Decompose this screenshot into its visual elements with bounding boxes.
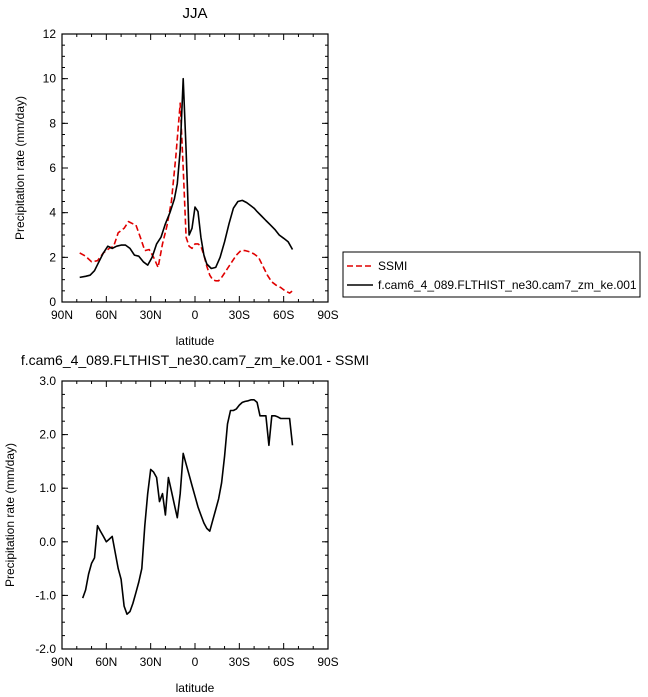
x-tick-label: 90S	[317, 308, 338, 322]
x-tick-label: 30N	[140, 655, 162, 669]
legend-label-model: f.cam6_4_089.FLTHIST_ne30.cam7_zm_ke.001	[378, 278, 637, 292]
series-line-f-cam6-4-089-flthist-ne30-cam7-zm-ke-001	[79, 77, 294, 279]
x-tick-label: 60S	[273, 308, 294, 322]
tick-group: 90N 60N 30N 0 30S 60S 90S 0 2 4 6 8 10 12	[43, 27, 339, 322]
legend: SSMI f.cam6_4_089.FLTHIST_ne30.cam7_zm_k…	[342, 251, 641, 298]
series-group	[81, 398, 294, 616]
y-tick-label: 3.0	[39, 374, 56, 388]
y-tick-label: 12	[43, 27, 57, 41]
difference-panel: f.cam6_4_089.FLTHIST_ne30.cam7_zm_ke.001…	[3, 352, 369, 695]
legend-box	[342, 251, 641, 298]
series-line-diff-0	[81, 398, 294, 616]
y-tick-label: 2	[49, 250, 56, 264]
y-tick-label: 0	[49, 295, 56, 309]
y-tick-label: 6	[49, 161, 56, 175]
x-tick-label: 30S	[229, 308, 250, 322]
series-line-ssmi	[79, 102, 293, 294]
x-axis-label: latitude	[176, 334, 215, 348]
x-tick-label: 90N	[51, 308, 73, 322]
x-tick-label: 60S	[273, 655, 294, 669]
x-tick-label: 90N	[51, 655, 73, 669]
x-tick-label: 30N	[140, 308, 162, 322]
panel-title: JJA	[182, 5, 207, 22]
x-tick-label: 30S	[229, 655, 250, 669]
y-axis-label: Precipitation rate (mm/day)	[3, 443, 17, 587]
y-tick-label: -2.0	[35, 642, 56, 656]
legend-label-ssmi: SSMI	[378, 259, 407, 273]
y-tick-label: 1.0	[39, 481, 56, 495]
x-tick-label: 90S	[317, 655, 338, 669]
x-tick-label: 0	[192, 655, 199, 669]
y-axis-label: Precipitation rate (mm/day)	[13, 96, 27, 240]
y-tick-label: 4	[49, 206, 56, 220]
x-axis-label: latitude	[176, 681, 215, 695]
y-tick-label: 10	[43, 72, 57, 86]
plot-frame	[61, 33, 329, 303]
panel-title: f.cam6_4_089.FLTHIST_ne30.cam7_zm_ke.001…	[21, 352, 369, 368]
y-tick-label: 8	[49, 116, 56, 130]
y-tick-label: 0.0	[39, 535, 56, 549]
x-tick-label: 60N	[95, 308, 117, 322]
x-tick-label: 60N	[95, 655, 117, 669]
tick-group: 90N 60N 30N 0 30S 60S 90S -2.0 -1.0 0.0 1.0 2.0 3.0	[35, 374, 338, 669]
plot-frame	[61, 380, 329, 650]
series-group	[79, 77, 294, 294]
precip-panel: JJA latitude Precipitation rate (mm/day)…	[13, 5, 339, 348]
y-tick-label: 2.0	[39, 428, 56, 442]
x-tick-label: 0	[192, 308, 199, 322]
y-tick-label: -1.0	[35, 588, 56, 602]
